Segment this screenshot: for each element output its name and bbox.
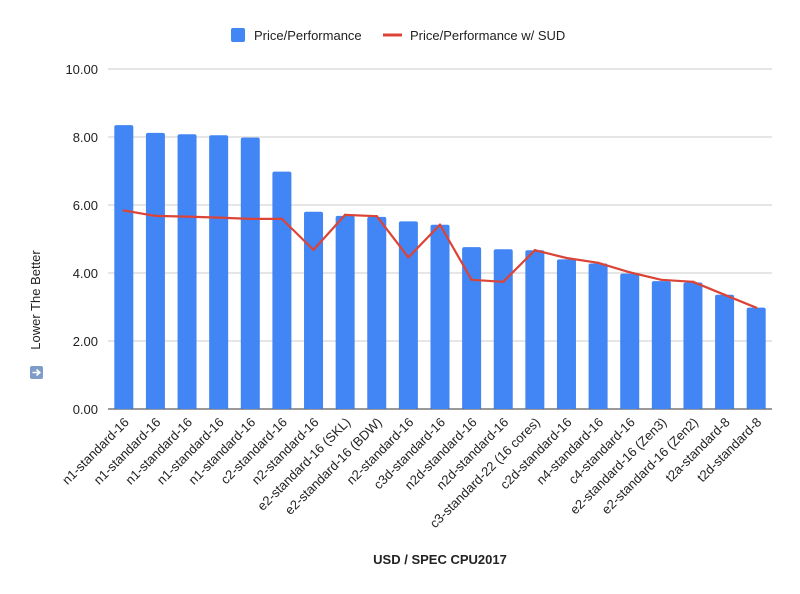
- bar: [556, 259, 576, 409]
- line-point: [754, 306, 758, 309]
- line-point: [502, 280, 505, 284]
- bar: [240, 137, 260, 409]
- bar: [683, 282, 703, 409]
- bar: [746, 307, 766, 409]
- line-point: [249, 217, 252, 221]
- line-point: [312, 248, 315, 252]
- sud-line: [122, 209, 758, 309]
- bar: [335, 215, 355, 409]
- y-tick-label: 2.00: [73, 334, 98, 349]
- line-point: [723, 293, 726, 296]
- line-point: [438, 223, 442, 226]
- x-axis-label: USD / SPEC CPU2017: [373, 552, 507, 567]
- bar: [367, 216, 387, 409]
- y-tick-label: 8.00: [73, 130, 98, 145]
- line-point: [628, 271, 631, 274]
- line-point: [217, 216, 220, 219]
- y-axis-title: Lower The Better: [28, 250, 43, 379]
- line-point: [280, 217, 284, 221]
- line-point: [533, 249, 537, 252]
- y-tick-label: 10.00: [65, 62, 98, 77]
- line-point: [691, 280, 695, 284]
- y-tick-label: 6.00: [73, 198, 98, 213]
- line-point: [154, 214, 157, 218]
- y-tick-label: 0.00: [73, 402, 98, 417]
- legend-label-bar: Price/Performance: [254, 28, 362, 43]
- y-tick-label: 4.00: [73, 266, 98, 281]
- legend-swatch-bar: [231, 28, 245, 42]
- line-point: [470, 278, 473, 281]
- bar: [304, 211, 324, 409]
- down-arrow-icon: [30, 366, 43, 379]
- bar: [145, 132, 165, 410]
- y-axis-label: Lower The Better: [28, 250, 43, 350]
- line-point: [596, 261, 600, 264]
- line-point: [565, 256, 568, 260]
- line-point: [122, 209, 126, 212]
- bar: [398, 221, 418, 409]
- bar: [177, 134, 197, 409]
- bar: [588, 263, 608, 409]
- bar: [715, 294, 735, 409]
- bar: [272, 171, 292, 409]
- bar: [651, 281, 671, 409]
- line-point: [185, 215, 189, 218]
- bar: [462, 247, 482, 409]
- bar: [493, 249, 513, 409]
- bars: [114, 125, 766, 410]
- bar: [209, 135, 229, 410]
- bar: [620, 273, 640, 409]
- legend: Price/Performance Price/Performance w/ S…: [231, 28, 565, 43]
- bar: [114, 125, 134, 409]
- line-point: [407, 256, 410, 259]
- x-axis-ticks: n1-standard-16n1-standard-16n1-standard-…: [59, 415, 764, 531]
- line-point: [375, 215, 378, 218]
- legend-label-line: Price/Performance w/ SUD: [410, 28, 565, 43]
- bar: [525, 250, 545, 409]
- bar: [430, 224, 450, 409]
- y-axis-ticks: 0.00 2.00 4.00 6.00 8.00 10.00: [65, 62, 98, 417]
- line-point: [660, 278, 663, 281]
- line-point: [343, 213, 347, 217]
